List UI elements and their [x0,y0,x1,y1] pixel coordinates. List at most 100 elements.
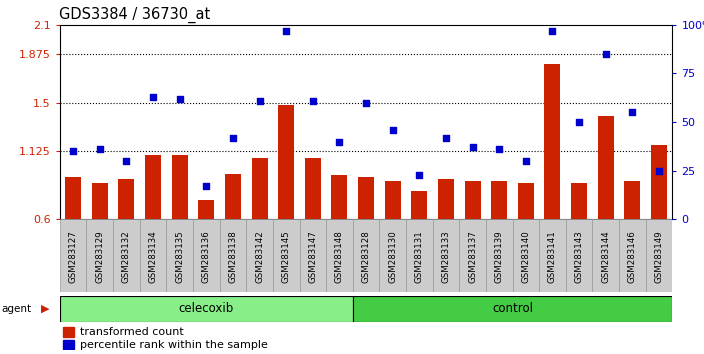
Bar [278,105,294,219]
Text: GSM283136: GSM283136 [202,230,210,283]
Point [68,149,79,154]
Bar [411,191,427,219]
Text: GSM283146: GSM283146 [628,230,637,283]
Text: GSM283129: GSM283129 [95,230,104,283]
Bar [65,177,81,219]
Point [387,127,398,133]
Point [227,135,239,141]
Point [307,98,318,103]
Bar [326,219,353,292]
Bar [118,179,134,219]
Text: GSM283127: GSM283127 [69,230,77,283]
Text: GSM283133: GSM283133 [441,230,451,283]
Text: GSM283138: GSM283138 [228,230,237,283]
Bar [358,177,374,219]
Bar [353,296,672,322]
Bar [513,219,539,292]
Text: ▶: ▶ [41,304,49,314]
Point [174,96,185,102]
Point [254,98,265,103]
Bar [624,181,641,219]
Text: GSM283131: GSM283131 [415,230,424,283]
Bar [486,219,513,292]
Bar [113,219,139,292]
Bar [539,219,566,292]
Bar [251,159,268,219]
Bar [459,219,486,292]
Text: GSM283140: GSM283140 [522,230,530,283]
Bar [619,219,646,292]
Point [334,139,345,144]
Text: GSM283130: GSM283130 [388,230,397,283]
Text: GSM283148: GSM283148 [335,230,344,283]
Bar [199,200,214,219]
Point [547,28,558,33]
Bar [353,219,379,292]
Bar [518,183,534,219]
Bar [384,181,401,219]
Text: transformed count: transformed count [80,327,184,337]
Bar [193,219,220,292]
Bar [438,179,454,219]
Text: GSM283139: GSM283139 [495,230,504,283]
Point [627,109,638,115]
Point [467,144,478,150]
Bar [139,219,166,292]
Bar [63,327,74,337]
Text: GSM283128: GSM283128 [362,230,370,283]
Bar [92,183,108,219]
Bar [491,181,507,219]
Bar [299,219,326,292]
Bar [651,145,667,219]
Bar [593,219,619,292]
Bar [220,219,246,292]
Point [281,28,292,33]
Text: celecoxib: celecoxib [179,302,234,315]
Bar [246,219,273,292]
Text: GSM283134: GSM283134 [149,230,158,283]
Point [201,183,212,189]
Bar [60,219,87,292]
Text: GSM283145: GSM283145 [282,230,291,283]
Text: GSM283132: GSM283132 [122,230,131,283]
Bar [305,159,321,219]
Bar [87,219,113,292]
Bar [465,181,481,219]
Point [600,51,611,57]
Bar [60,296,353,322]
Text: GDS3384 / 36730_at: GDS3384 / 36730_at [59,7,210,23]
Bar [145,155,161,219]
Bar [433,219,459,292]
Bar [273,219,299,292]
Point [360,100,372,105]
Bar [646,219,672,292]
Bar [63,340,74,349]
Point [440,135,451,141]
Bar [406,219,433,292]
Text: GSM283135: GSM283135 [175,230,184,283]
Point [147,94,158,99]
Text: agent: agent [1,304,32,314]
Text: GSM283143: GSM283143 [574,230,584,283]
Point [653,168,665,173]
Text: GSM283144: GSM283144 [601,230,610,283]
Bar [571,183,587,219]
Bar [379,219,406,292]
Bar [225,174,241,219]
Text: GSM283137: GSM283137 [468,230,477,283]
Point [494,147,505,152]
Point [94,147,106,152]
Text: GSM283147: GSM283147 [308,230,318,283]
Text: GSM283141: GSM283141 [548,230,557,283]
Bar [332,175,348,219]
Bar [598,116,614,219]
Point [574,119,585,125]
Bar [172,155,188,219]
Text: control: control [492,302,533,315]
Point [520,158,532,164]
Bar [544,64,560,219]
Text: GSM283149: GSM283149 [655,230,663,283]
Point [121,158,132,164]
Bar [166,219,193,292]
Text: GSM283142: GSM283142 [255,230,264,283]
